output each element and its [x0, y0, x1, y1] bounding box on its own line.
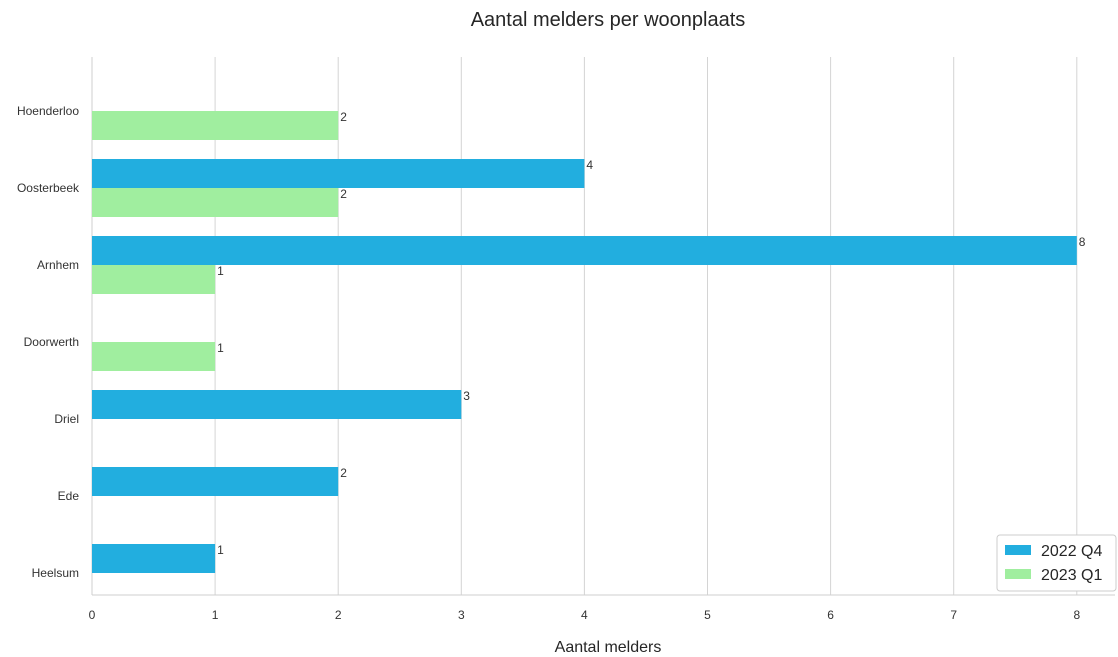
y-tick-label: Driel — [54, 412, 79, 426]
x-tick-label: 2 — [335, 608, 342, 622]
legend-label: 2023 Q1 — [1041, 567, 1102, 584]
chart-title: Aantal melders per woonplaats — [471, 9, 746, 31]
bar — [92, 111, 339, 140]
x-tick-label: 5 — [704, 608, 711, 622]
bar — [92, 342, 216, 371]
x-tick-label: 4 — [581, 608, 588, 622]
bar — [92, 236, 1077, 265]
data-label: 1 — [217, 264, 224, 278]
y-tick-label: Ede — [58, 489, 80, 503]
data-label: 2 — [340, 110, 347, 124]
legend-swatch — [1005, 545, 1031, 555]
legend-swatch — [1005, 569, 1031, 579]
bar — [92, 159, 585, 188]
x-axis-label: Aantal melders — [555, 639, 662, 656]
x-tick-label: 1 — [212, 608, 219, 622]
data-label: 2 — [340, 187, 347, 201]
x-tick-label: 3 — [458, 608, 465, 622]
legend-label: 2022 Q4 — [1041, 543, 1102, 560]
data-label: 4 — [586, 158, 593, 172]
bar — [92, 467, 339, 496]
y-tick-label: Oosterbeek — [17, 181, 80, 195]
y-tick-label: Doorwerth — [24, 335, 79, 349]
data-label: 1 — [217, 543, 224, 557]
x-tick-label: 6 — [827, 608, 834, 622]
x-tick-labels: 0 1 2 3 4 5 6 7 8 — [89, 608, 1081, 622]
data-label: 2 — [340, 466, 347, 480]
y-tick-label: Heelsum — [32, 566, 79, 580]
grid-lines — [91, 57, 1115, 596]
x-tick-label: 8 — [1073, 608, 1080, 622]
data-label: 3 — [463, 389, 470, 403]
y-tick-label: Hoenderloo — [17, 104, 79, 118]
data-labels: 2 4 2 8 1 1 3 2 1 — [217, 110, 1086, 557]
bar — [92, 390, 462, 419]
x-tick-label: 7 — [950, 608, 957, 622]
legend: 2022 Q4 2023 Q1 — [996, 534, 1117, 592]
y-tick-labels: Hoenderloo Oosterbeek Arnhem Doorwerth Driel… — [17, 104, 80, 580]
y-tick-label: Arnhem — [37, 258, 79, 272]
data-label: 1 — [217, 341, 224, 355]
bar — [92, 265, 216, 294]
data-label: 8 — [1079, 235, 1086, 249]
x-tick-label: 0 — [89, 608, 96, 622]
bar — [92, 188, 339, 217]
bar — [92, 544, 216, 573]
bars — [92, 111, 1077, 573]
